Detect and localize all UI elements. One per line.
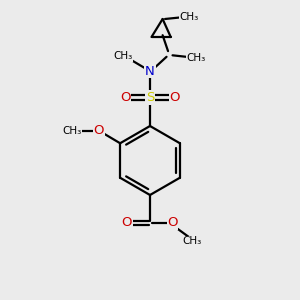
Text: CH₃: CH₃ — [186, 53, 206, 63]
Text: O: O — [121, 216, 132, 229]
Text: S: S — [146, 91, 154, 104]
Text: N: N — [145, 64, 155, 78]
Text: O: O — [167, 216, 178, 229]
Text: CH₃: CH₃ — [113, 51, 132, 61]
Text: O: O — [169, 91, 180, 104]
Text: CH₃: CH₃ — [179, 13, 198, 22]
Text: CH₃: CH₃ — [182, 236, 202, 246]
Text: O: O — [120, 91, 130, 104]
Text: CH₃: CH₃ — [62, 126, 81, 136]
Text: O: O — [94, 124, 104, 137]
